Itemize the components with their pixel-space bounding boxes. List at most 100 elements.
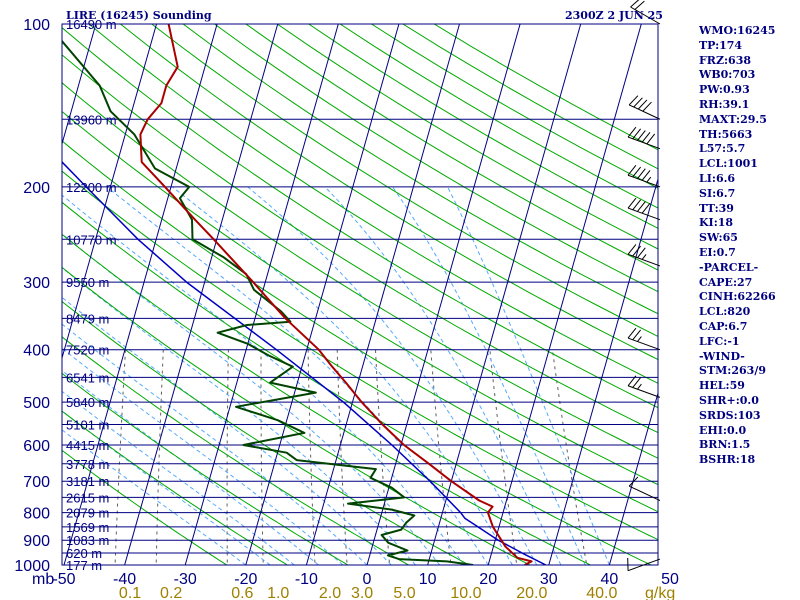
moist-adiabats: [62, 186, 610, 565]
chart-title: LIRE (16245) Sounding: [66, 9, 212, 22]
dry-adiabat-line: [62, 300, 471, 565]
height-label: 5101 m: [66, 418, 109, 433]
mixing-ratio-line: [307, 349, 316, 565]
pressure-tick-label: 900: [23, 533, 50, 550]
dry-adiabat-line: [62, 449, 228, 565]
dry-adiabat-line: [182, 24, 658, 315]
mixing-ratio-tick-label: 3.0: [351, 585, 373, 600]
stability-index-item: WMO:16245: [699, 24, 776, 37]
mixing-ratio-tick-label: 40.0: [586, 585, 617, 600]
wind-barb: [627, 558, 661, 572]
mixing-ratio-lines: [114, 349, 588, 565]
moist-adiabat-line: [392, 186, 586, 565]
height-label: 1569 m: [66, 520, 109, 535]
pressure-tick-label: 300: [23, 275, 50, 292]
sounding-profiles: [62, 24, 547, 565]
temperature-tick-label: -30: [174, 571, 197, 588]
stability-index-item: CAP:6.7: [699, 319, 748, 333]
stability-index-item: -PARCEL-: [699, 260, 759, 274]
mixing-ratio-tick-label: 5.0: [393, 585, 415, 600]
mixing-ratio-line: [226, 349, 229, 565]
dry-adiabat-line: [62, 170, 658, 541]
height-label: 2615 m: [66, 490, 109, 505]
wind-barb: [630, 0, 661, 25]
dry-adiabat-line: [214, 24, 658, 293]
temperature-tick-label: 20: [479, 571, 497, 588]
pressure-tick-label: 100: [23, 17, 50, 34]
stability-index-item: SHR+:0.0: [699, 393, 759, 407]
stability-indices-list: WMO:16245 TP:174 FRZ:638 WB0:703 PW:0.93 RH:3…: [699, 24, 799, 468]
stability-index-item: LCL:1001: [699, 157, 758, 171]
stability-index-item: RH:39.1: [699, 97, 750, 111]
height-label: 5840 m: [66, 395, 109, 410]
dry-adiabat-line: [62, 54, 658, 434]
stability-index-item: BSHR:18: [699, 453, 756, 467]
dry-adiabat-line: [62, 233, 592, 565]
pressure-tick-label: 400: [23, 343, 50, 360]
height-label: 177 m: [66, 558, 102, 573]
height-label: 620 m: [66, 546, 102, 561]
stability-index-item: SI:6.7: [699, 186, 736, 200]
pressure-tick-label: 1000: [14, 558, 50, 575]
wind-barb: [627, 165, 661, 188]
height-label: 7520 m: [66, 343, 109, 358]
mixing-ratio-tick-label: 0.2: [160, 585, 182, 600]
stability-index-item: PW:0.93: [699, 83, 750, 97]
mixing-ratio-tick-label: 2.0: [319, 585, 341, 600]
stability-index-item: SRDS:103: [699, 408, 761, 422]
mixing-ratio-line: [375, 349, 391, 565]
temperature-tick-label: 50: [661, 571, 679, 588]
stability-index-item: SW:65: [699, 231, 738, 245]
height-label: 16490 m: [66, 17, 117, 32]
dry-adiabats: [62, 24, 658, 565]
pressure-tick-label: 700: [23, 474, 50, 491]
height-label: 8479 m: [66, 311, 109, 326]
pressure-tick-label: 800: [23, 506, 50, 523]
temperature-tick-label: 40: [601, 571, 619, 588]
mixing-ratio-line: [114, 349, 126, 565]
wind-barb: [628, 95, 661, 120]
stability-index-item: HEL:59: [699, 379, 745, 393]
mixing-ratio-line: [260, 349, 264, 565]
dry-adiabat-line: [62, 336, 410, 565]
chart-time: 2300Z 2 JUN 25: [565, 9, 663, 22]
wind-barb: [627, 126, 661, 150]
dry-adiabat-line: [62, 110, 658, 486]
height-label: 12200 m: [66, 180, 117, 195]
stability-index-item: LCL:820: [699, 305, 751, 319]
height-label: 2079 m: [66, 506, 109, 521]
dry-adiabat-line: [88, 24, 658, 384]
mixing-ratio-unit-label: g/kg: [645, 585, 675, 600]
moist-adiabat-line: [62, 323, 368, 565]
stability-index-item: MAXT:29.5: [699, 112, 767, 126]
pressure-unit-label: mb: [32, 571, 54, 588]
stability-index-item: TH:5663: [699, 127, 753, 141]
wind-barb: [627, 327, 661, 351]
stability-index-item: KI:18: [699, 216, 734, 230]
moist-adiabat-line: [62, 296, 392, 565]
stability-index-item: -WIND-: [699, 349, 745, 363]
mixing-ratio-tick-label: 0.6: [231, 585, 253, 600]
stability-index-item: WB0:703: [699, 68, 756, 82]
dry-adiabat-line: [151, 24, 658, 337]
moist-adiabat-line: [62, 410, 271, 565]
wind-barb: [627, 244, 661, 267]
pressure-tick-label: 200: [23, 180, 50, 197]
stability-index-item: CINH:62266: [699, 290, 776, 304]
mixing-ratio-tick-label: 20.0: [516, 585, 547, 600]
isotherm-line: [62, 24, 157, 360]
dry-adiabat-line: [62, 266, 531, 565]
dry-adiabat-line: [62, 82, 658, 459]
stability-index-item: STM:263/9: [699, 364, 766, 378]
isotherm-line: [124, 24, 279, 565]
pressure-tick-label: 500: [23, 395, 50, 412]
pressure-tick-label: 600: [23, 438, 50, 455]
mixing-ratio-line: [336, 349, 348, 565]
dewpoint-line: [62, 39, 474, 565]
dry-adiabat-line: [62, 27, 658, 409]
stability-index-item: TP:174: [699, 38, 743, 52]
temperature-tick-label: 0: [363, 571, 372, 588]
